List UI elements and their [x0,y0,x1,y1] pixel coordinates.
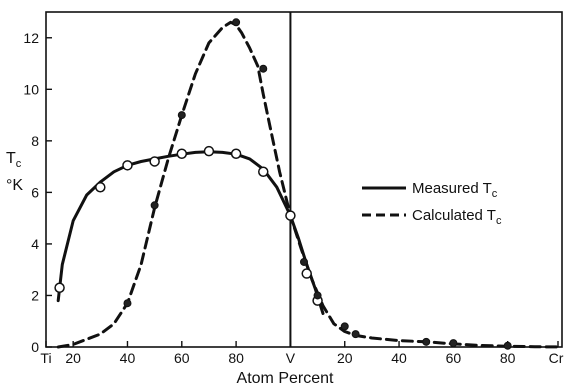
x-tick-label: 40 [391,350,407,366]
y-axis-title-main: T [6,150,16,167]
measured-point [258,166,269,178]
x-tick-label: 20 [65,350,81,366]
calculated-point [259,64,268,73]
calculated-point [449,339,458,348]
calculated-point [232,18,241,27]
y-axis-unit: °K [6,177,23,194]
y-axis-title: Tc [6,150,22,170]
measured-point [176,148,188,159]
measured-point [285,210,296,221]
measured-point [301,268,312,279]
y-tick-label: 8 [31,133,39,149]
measured-point [95,181,106,193]
calculated-point [177,111,186,120]
x-tick-label: V [286,350,296,366]
legend-calculated-label: Calculated Tc [412,207,502,227]
plot-frame [45,11,563,348]
calculated-point [503,341,512,350]
y-tick-label: 10 [23,81,39,97]
frame-layer [45,11,563,348]
calculated-point [150,201,159,210]
y-tick-label: 0 [31,339,39,355]
legend-measured-label: Measured Tc [412,180,498,200]
legend-measured-sub: c [492,188,498,200]
x-tick-label: 80 [500,350,516,366]
y-tick-label: 12 [23,30,39,46]
ticks-layer: 0 2 4 6 8 10 12 Ti 20 40 60 80 V 20 40 60 80 Cr [23,30,563,366]
x-tick-label: 40 [120,350,136,366]
legend-calculated-sub: c [496,215,502,227]
x-tick-label: 60 [174,350,190,366]
calculated-point [351,330,360,339]
y-tick-label: 2 [31,287,39,303]
series-line-measured [56,150,325,315]
calculated-point [123,299,132,308]
calculated-point [422,337,431,346]
x-tick-label: Cr [549,350,564,366]
x-tick-label: 20 [337,350,353,366]
legend-calculated-name: Calculated T [412,207,496,224]
y-tick-label: 6 [31,184,39,200]
x-tick-label: Ti [40,350,51,366]
y-tick-label: 4 [31,236,39,252]
y-axis-title-sub: c [16,158,22,170]
x-tick-label: 80 [228,350,244,366]
x-tick-label: 60 [446,350,462,366]
measured-point [54,282,65,293]
calculated-point [300,257,308,266]
measured-point [230,148,242,159]
calculated-point [313,291,322,300]
points-layer [54,18,512,350]
calculated-point [340,322,349,331]
measured-point [122,160,133,171]
legend: Measured Tc Calculated Tc [362,180,502,227]
x-axis-title: Atom Percent [237,370,334,387]
legend-measured-name: Measured T [412,180,492,197]
series-line-calculated [56,20,564,349]
measured-point [149,156,160,167]
measured-point [203,145,215,157]
